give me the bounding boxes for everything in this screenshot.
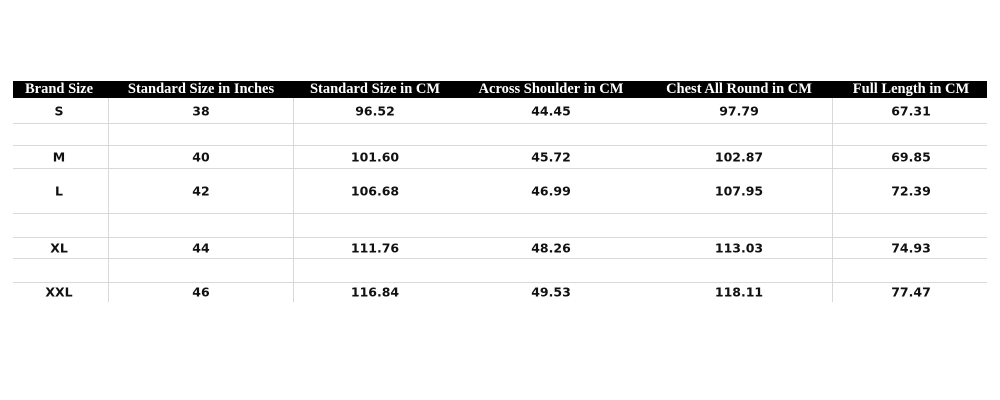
table-cell: 46 (192, 284, 210, 300)
column-header: Standard Size in CM (309, 81, 441, 97)
table-cell: 44 (192, 240, 210, 256)
table-cell: 67.31 (891, 103, 931, 119)
table-header: Brand Size Standard Size in Inches Standar… (13, 81, 987, 98)
table-cell: 106.68 (350, 183, 400, 199)
table-cell: 45.72 (531, 149, 571, 165)
row-divider (13, 145, 987, 146)
column-header: Full Length in CM (852, 81, 970, 97)
table-cell: 77.47 (891, 284, 931, 300)
row-divider (13, 282, 987, 283)
table-cell: 113.03 (714, 240, 764, 256)
table-cell: 101.60 (350, 149, 400, 165)
column-header: Chest All Round in CM (666, 81, 812, 97)
table-cell: 38 (192, 103, 210, 119)
row-divider (13, 258, 987, 259)
size-label: M (52, 149, 66, 165)
row-divider (13, 123, 987, 124)
column-divider (293, 98, 294, 302)
table-cell: 48.26 (531, 240, 571, 256)
size-label: XL (50, 240, 68, 256)
row-divider (13, 168, 987, 169)
table-cell: 42 (192, 183, 210, 199)
size-label: XXL (45, 284, 73, 300)
size-label: L (55, 183, 63, 199)
row-divider (13, 213, 987, 214)
table-cell: 49.53 (531, 284, 571, 300)
table-cell: 102.87 (714, 149, 764, 165)
column-divider (108, 98, 109, 302)
column-divider (832, 98, 833, 302)
column-header: Across Shoulder in CM (478, 81, 624, 97)
table-cell: 107.95 (714, 183, 764, 199)
table-cell: 72.39 (891, 183, 931, 199)
column-header: Standard Size in Inches (127, 81, 275, 97)
table-cell: 44.45 (531, 103, 571, 119)
table-cell: 116.84 (350, 284, 400, 300)
table-cell: 97.79 (719, 103, 759, 119)
table-cell: 111.76 (350, 240, 400, 256)
size-label: S (54, 103, 64, 119)
table-cell: 74.93 (891, 240, 931, 256)
table-cell: 40 (192, 149, 210, 165)
column-header: Brand Size (24, 81, 94, 97)
row-divider (13, 237, 987, 238)
table-cell: 118.11 (714, 284, 764, 300)
table-cell: 96.52 (355, 103, 395, 119)
table-cell: 46.99 (531, 183, 571, 199)
table-cell: 69.85 (891, 149, 931, 165)
